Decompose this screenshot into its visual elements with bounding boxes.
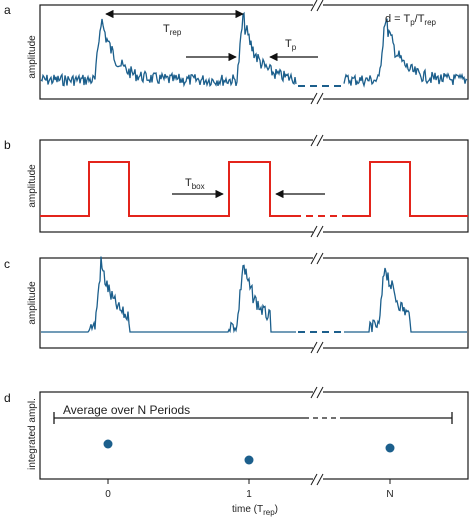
- panel-c-label: c: [4, 257, 10, 271]
- panel-c-gated-signal: [41, 256, 467, 334]
- data-point-1: [244, 455, 254, 465]
- panel-c: c amplitude: [4, 252, 469, 354]
- panel-b-break-marks: [310, 134, 324, 238]
- bracket-label: Average over N Periods: [63, 403, 190, 417]
- panel-c-ylabel: amplitude: [27, 281, 38, 325]
- panel-a-trace-right: [343, 18, 468, 88]
- t-p-label: Tp: [285, 38, 297, 52]
- panel-b-box-signal: [40, 161, 468, 217]
- panel-d-ylabel: integrated ampl.: [27, 398, 38, 470]
- panel-d-frame: [39, 391, 469, 480]
- integrated-points: [103, 439, 395, 465]
- panel-c-frame: [39, 257, 469, 349]
- x-tick-label-n: N: [386, 489, 393, 500]
- average-bracket: [53, 412, 453, 424]
- t-rep-label: Trep: [163, 23, 182, 37]
- panel-b-ylabel: amplitude: [27, 164, 38, 208]
- x-tick-marks: [107, 479, 391, 484]
- duty-cycle-formula: d = Tp/Trep: [385, 13, 437, 27]
- panel-c-trace-right: [344, 267, 467, 333]
- panel-d-break-marks: [310, 386, 324, 486]
- panel-a-break-marks: [310, 0, 324, 105]
- panel-d: d integrated ampl. Average over N Period…: [4, 386, 469, 517]
- panel-d-label: d: [4, 391, 11, 405]
- panel-c-trace-left: [41, 256, 296, 334]
- panel-a-frame: [39, 4, 469, 100]
- t-box-label: Tbox: [185, 177, 205, 191]
- data-point-N: [385, 443, 395, 453]
- x-tick-label-0: 0: [105, 489, 111, 500]
- panel-a: a amplitude Trep Tp d = Tp/Trep: [4, 0, 469, 105]
- panel-a-ylabel: amplitude: [27, 35, 38, 79]
- data-point-0: [103, 439, 113, 449]
- x-axis-label: time (Trep): [232, 504, 278, 517]
- panel-c-break-marks: [310, 252, 324, 354]
- x-tick-label-1: 1: [246, 489, 252, 500]
- panel-a-label: a: [4, 3, 11, 17]
- panel-b: b amplitude Tbox: [4, 134, 469, 238]
- panel-b-label: b: [4, 138, 11, 152]
- panel-a-trace-left: [40, 11, 297, 88]
- panel-b-frame: [39, 139, 469, 233]
- bracket-label-bg: [60, 403, 218, 416]
- panel-a-signal: [40, 11, 468, 88]
